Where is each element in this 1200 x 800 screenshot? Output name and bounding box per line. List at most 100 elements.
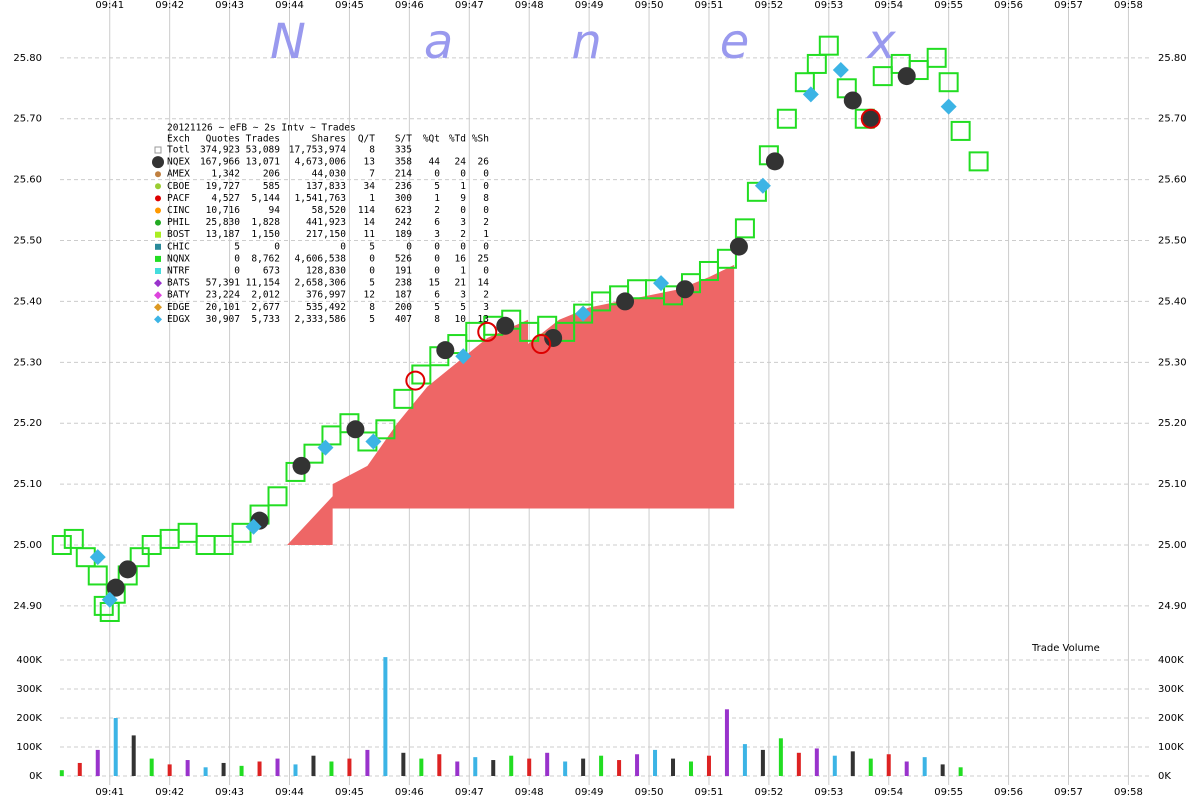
table-cell: 2 <box>434 205 440 216</box>
y-tick-label: 25.80 <box>13 53 42 64</box>
table-cell: EDGE <box>167 302 190 313</box>
volume-bar <box>760 749 765 776</box>
volume-bar <box>437 754 442 776</box>
table-cell: BOST <box>167 229 190 240</box>
volume-bar <box>958 767 963 776</box>
trade-marker <box>746 181 767 202</box>
table-cell: 0 <box>434 241 440 252</box>
volume-bar <box>706 755 711 776</box>
volume-bar <box>688 761 693 776</box>
table-cell: 14 <box>364 217 376 228</box>
table-cell: CHIC <box>167 241 190 252</box>
x-tick-label: 09:53 <box>814 787 843 798</box>
table-cell: 25,830 <box>206 217 241 228</box>
table-cell: 25 <box>478 253 489 264</box>
table-cell: 4,673,006 <box>295 157 347 168</box>
table-cell: 374,923 <box>200 145 240 156</box>
x-tick-label: 09:51 <box>695 0 724 11</box>
volume-bar <box>617 760 622 776</box>
table-cell: 1,541,763 <box>295 193 346 204</box>
legend-marker <box>155 268 161 274</box>
volume-bar <box>257 761 262 776</box>
table-cell: 5 <box>460 302 466 313</box>
table-cell: 44,030 <box>312 169 347 180</box>
legend-marker <box>155 207 161 214</box>
table-cell: 4,527 <box>211 193 240 204</box>
x-tick-label: 09:44 <box>275 787 304 798</box>
x-tick-label: 09:53 <box>814 0 843 11</box>
table-cell: 44 <box>429 157 441 168</box>
volume-bar <box>419 758 424 776</box>
table-header: Q/T <box>358 134 375 145</box>
table-cell: 2,333,586 <box>295 314 347 325</box>
trade-marker <box>860 108 881 129</box>
table-cell: 58,520 <box>312 205 347 216</box>
trade-marker <box>698 260 719 281</box>
legend-marker <box>152 156 164 169</box>
y-tick-label-right: 100K <box>1158 742 1184 753</box>
watermark: Nanex <box>270 14 1014 70</box>
table-cell: 12 <box>364 290 375 301</box>
trade-marker <box>950 120 971 141</box>
table-cell: 23,224 <box>206 290 241 301</box>
table-cell: 5 <box>369 241 375 252</box>
trade-marker <box>267 486 288 507</box>
y-tick-label: 25.20 <box>13 418 42 429</box>
volume-bar <box>742 744 747 776</box>
table-cell: 191 <box>395 266 412 277</box>
x-tick-label: 09:58 <box>1114 0 1143 11</box>
trade-marker <box>806 53 827 74</box>
table-cell: NTRF <box>167 266 190 277</box>
volume-bar <box>671 758 676 776</box>
y-tick-label: 25.10 <box>13 479 42 490</box>
table-cell: 407 <box>395 314 412 325</box>
x-tick-label: 09:56 <box>994 787 1023 798</box>
volume-bar <box>653 749 658 776</box>
x-tick-label: 09:52 <box>754 0 783 11</box>
table-cell: 6 <box>434 290 440 301</box>
table-cell: 114 <box>358 205 375 216</box>
table-cell: 17,753,974 <box>289 145 346 156</box>
legend-marker <box>154 146 162 154</box>
table-cell: NQNX <box>167 253 190 264</box>
volume-bar <box>383 657 388 776</box>
table-cell: 3 <box>460 290 466 301</box>
x-tick-label: 09:48 <box>515 0 544 11</box>
table-cell: 187 <box>395 290 412 301</box>
trade-marker <box>405 370 426 391</box>
table-header: Trades <box>246 134 280 145</box>
x-tick-label: 09:58 <box>1114 787 1143 798</box>
legend-marker <box>154 291 162 300</box>
volume-bar <box>185 760 190 776</box>
volume-bar <box>509 755 514 776</box>
table-cell: PHIL <box>167 217 190 228</box>
volume-bar <box>545 752 550 776</box>
y-tick-label: 25.60 <box>13 175 42 186</box>
legend-marker <box>155 243 161 250</box>
table-cell: 19,727 <box>206 181 240 192</box>
table-cell: 1 <box>483 229 489 240</box>
x-tick-label: 09:47 <box>455 787 484 798</box>
trade-marker <box>63 528 84 549</box>
trade-marker <box>861 109 880 128</box>
table-header: %Td <box>449 134 466 145</box>
trade-marker <box>317 439 334 456</box>
table-cell: 5 <box>434 302 440 313</box>
table-cell: 167,966 <box>200 157 240 168</box>
table-cell: 5 <box>369 278 375 289</box>
volume-bar <box>131 735 136 776</box>
trade-marker <box>101 591 118 608</box>
table-cell: 137,833 <box>306 181 346 192</box>
trade-marker <box>776 108 797 129</box>
table-cell: 0 <box>234 253 240 264</box>
y-tick-label: 25.70 <box>13 114 42 125</box>
trade-marker <box>89 549 106 566</box>
x-tick-label: 09:54 <box>874 787 903 798</box>
table-cell: 200 <box>395 302 412 313</box>
table-cell: 0 <box>460 205 466 216</box>
legend-marker <box>155 183 161 190</box>
y-tick-label-right: 25.00 <box>1158 540 1187 551</box>
trade-marker <box>818 35 839 56</box>
x-tick-label: 09:48 <box>515 787 544 798</box>
table-cell: 9 <box>460 193 466 204</box>
